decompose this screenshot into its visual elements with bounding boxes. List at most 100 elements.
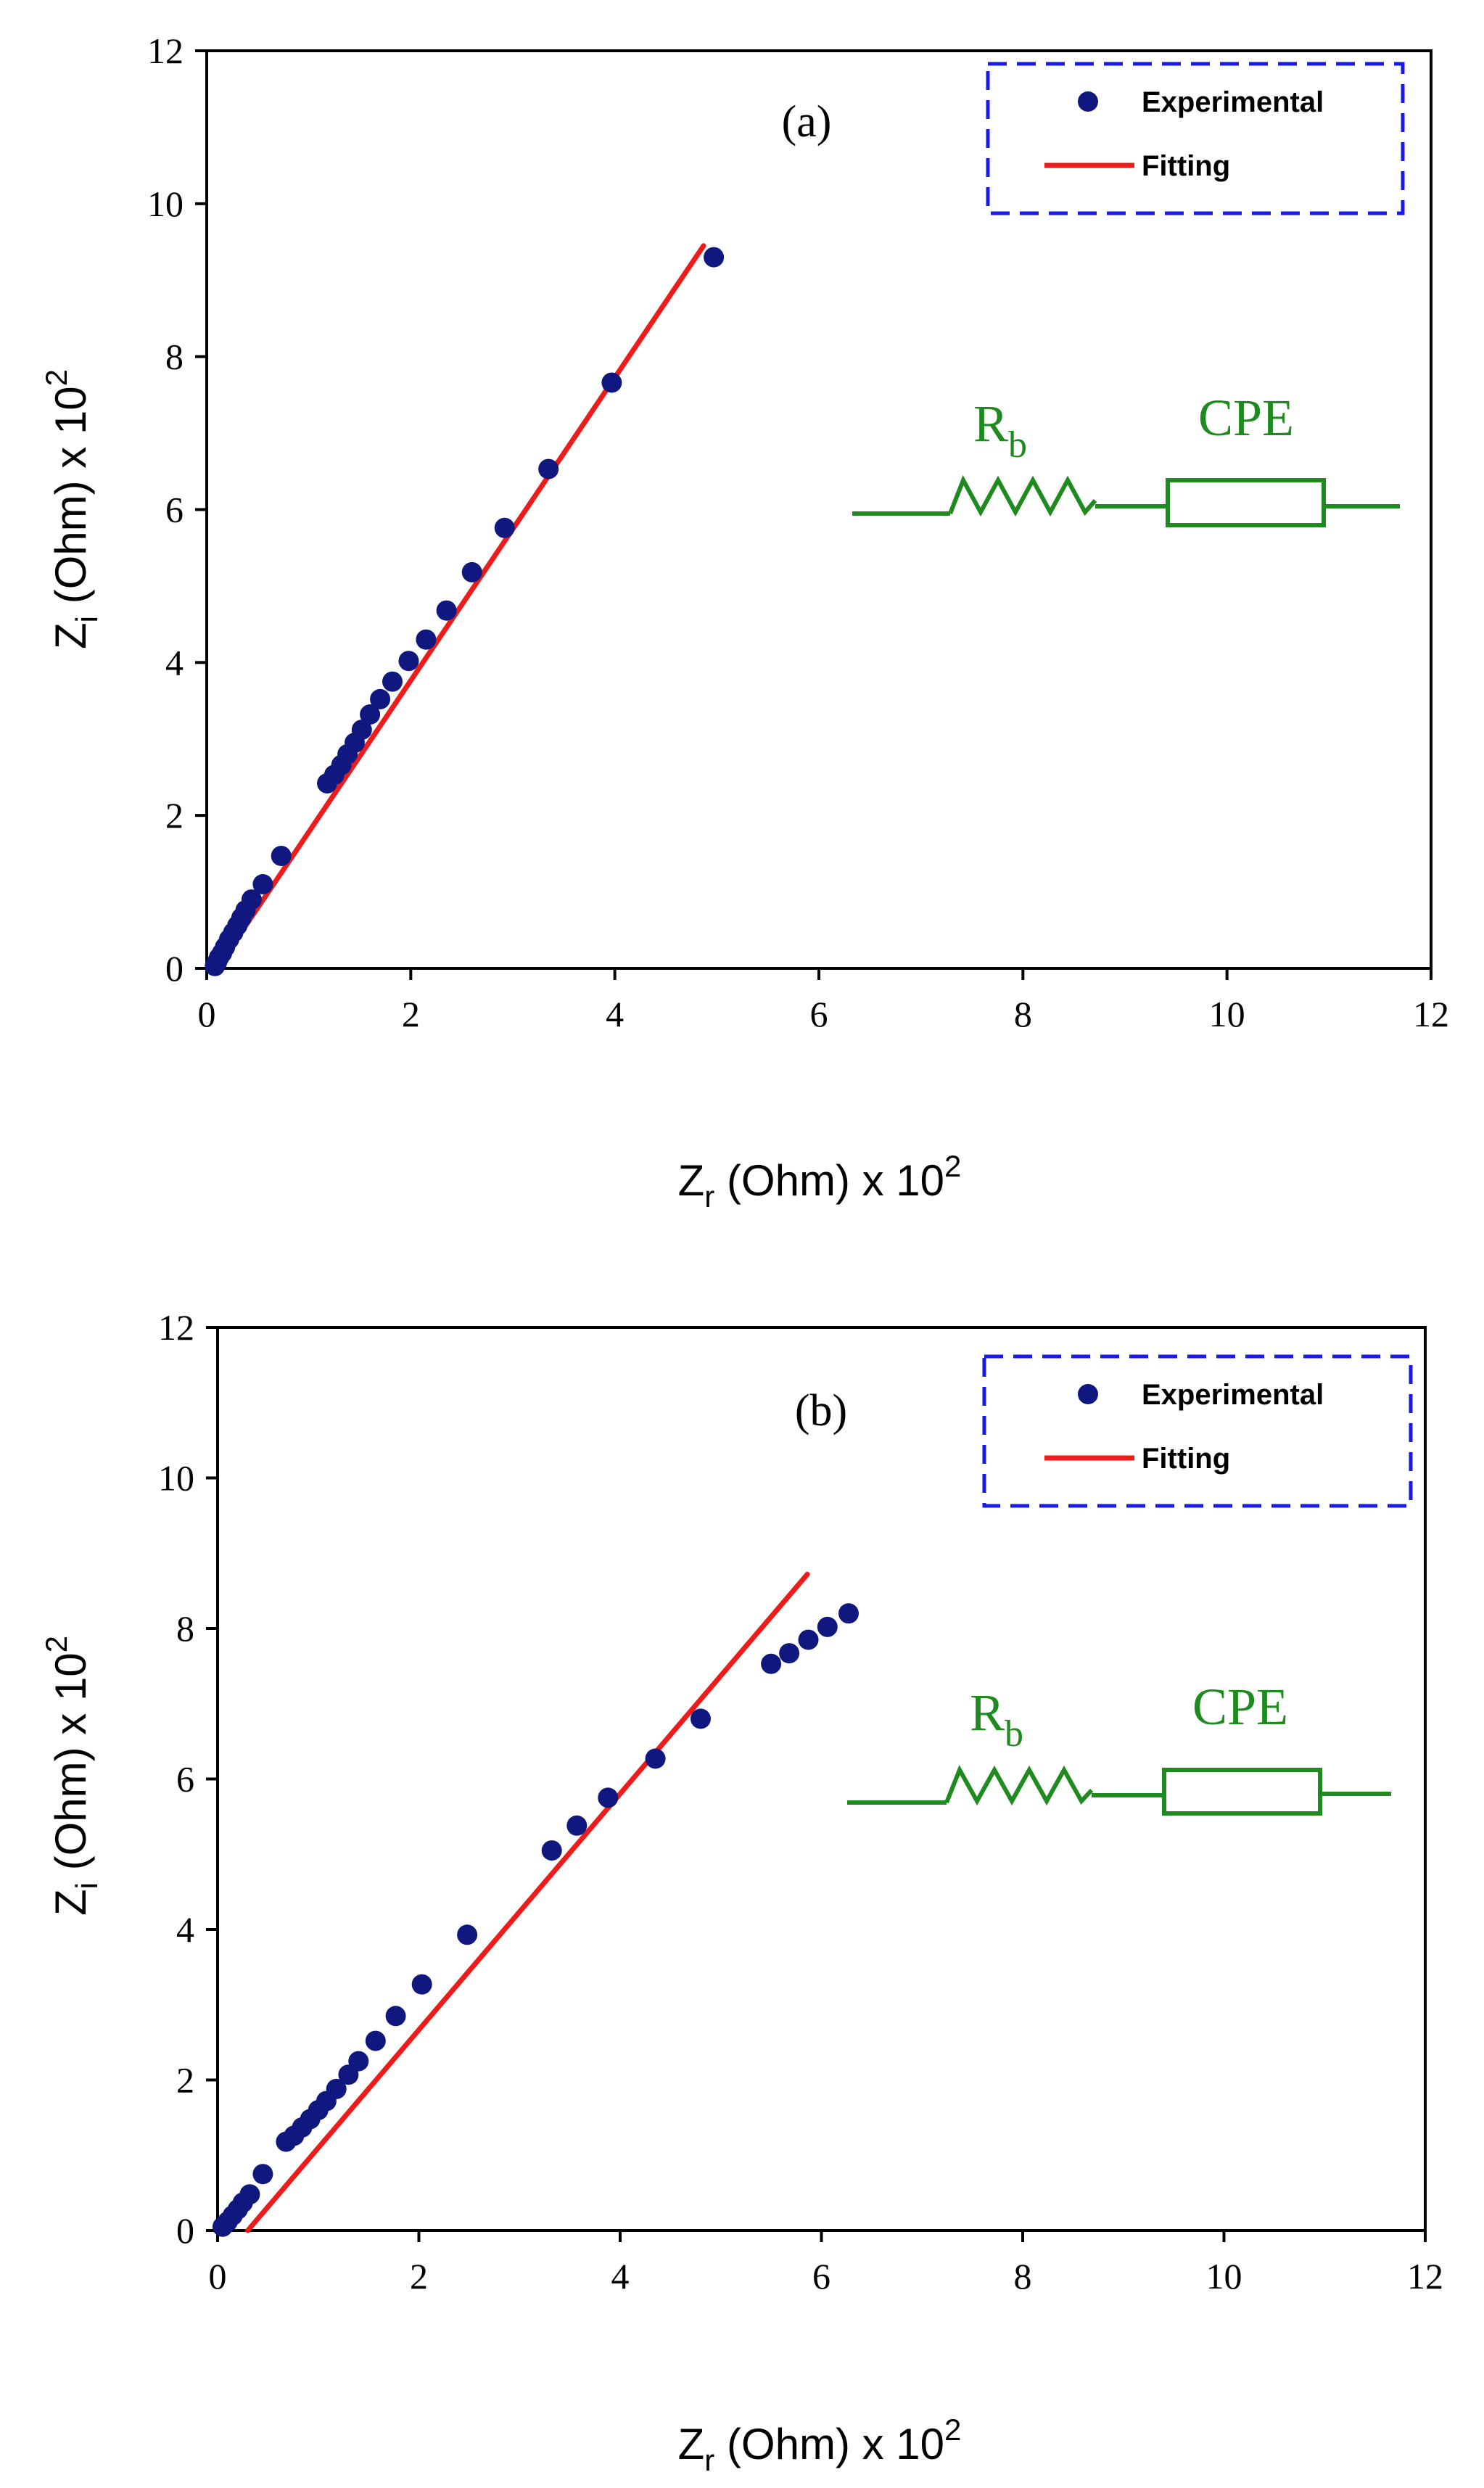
legend-experimental-label: Experimental [1142, 1379, 1324, 1411]
x-tick-label: 6 [812, 2256, 830, 2297]
data-point [271, 846, 292, 866]
data-point [370, 688, 391, 709]
data-point [457, 1924, 478, 1945]
data-point [436, 600, 457, 621]
x-tick-label: 6 [810, 994, 828, 1034]
data-point [241, 889, 262, 910]
legend-box [986, 62, 1405, 215]
data-point [779, 1643, 800, 1664]
equivalent-circuit [852, 474, 1400, 527]
y-tick-label: 2 [176, 2060, 194, 2101]
data-point [761, 1653, 782, 1674]
y-axis-title: Zi (Ohm) x 102 [39, 1636, 104, 1916]
y-tick-label: 12 [147, 30, 184, 71]
y-tick-label: 2 [165, 795, 184, 836]
x-axis-title: Zr (Ohm) x 102 [678, 1149, 962, 1214]
data-point [691, 1708, 711, 1729]
data-point [411, 1974, 432, 1995]
chart-panel-b: 0 2 4 6 8 10 12 0 2 4 6 8 10 12 (b) Experimental Fit… [39, 1307, 1443, 2477]
y-tick-label: 0 [165, 948, 184, 989]
data-point [798, 1629, 819, 1650]
y-tick-label: 4 [176, 1909, 194, 1950]
plot-frame [216, 1326, 1427, 2232]
plot-frame [205, 49, 1433, 970]
y-tick-label: 6 [176, 1759, 194, 1800]
y-tick-label: 10 [147, 184, 184, 224]
y-tick-label: 12 [158, 1307, 194, 1348]
data-point [598, 1787, 619, 1808]
y-tick-label: 8 [176, 1608, 194, 1649]
data-point [601, 372, 622, 393]
x-tick-label: 0 [209, 2256, 227, 2297]
resistor-zigzag-icon [944, 1765, 1094, 1806]
data-point [398, 651, 419, 672]
data-point [385, 2006, 406, 2027]
data-point [704, 247, 725, 268]
chart-panel-a: 0 2 4 6 8 10 12 0 2 4 6 8 10 12 (a) Experimental Fit… [39, 30, 1449, 1214]
y-tick-label: 10 [158, 1458, 194, 1499]
panel-label: (a) [782, 97, 832, 147]
legend: Experimental Fitting [982, 1354, 1413, 1508]
data-point [494, 517, 515, 538]
x-tick-label: 8 [1014, 2256, 1032, 2297]
x-tick-label: 10 [1206, 2256, 1242, 2297]
data-point [838, 1603, 859, 1624]
x-tick-label: 2 [402, 994, 420, 1034]
x-tick-label: 12 [1413, 994, 1449, 1034]
data-point [461, 561, 482, 582]
fitting-line [214, 243, 706, 971]
data-point [252, 2164, 273, 2185]
legend-box [982, 1354, 1413, 1508]
legend-fitting-label: Fitting [1142, 1443, 1230, 1475]
data-point [416, 629, 437, 650]
cpe-element-icon [1166, 478, 1326, 527]
legend-fitting-label: Fitting [1142, 150, 1230, 182]
data-point [326, 2078, 347, 2099]
cpe-label: CPE [1198, 389, 1294, 447]
data-point [382, 671, 403, 692]
resistor-label: Rb [970, 1684, 1023, 1755]
x-tick-label: 12 [1407, 2256, 1443, 2297]
data-point [566, 1815, 588, 1836]
y-tick-label: 8 [165, 337, 184, 377]
experimental-series [212, 1603, 859, 2237]
fitting-series [214, 243, 706, 971]
x-axis-title: Zr (Ohm) x 102 [678, 2413, 962, 2477]
data-point [351, 720, 372, 741]
x-tick-label: 0 [198, 994, 216, 1034]
resistor-zigzag-icon [948, 474, 1097, 517]
y-tick-label: 0 [176, 2210, 194, 2251]
data-point [239, 2184, 260, 2205]
equivalent-circuit [847, 1765, 1391, 1816]
experimental-series [205, 247, 725, 976]
legend: Experimental Fitting [986, 62, 1405, 215]
fitting-series [245, 1571, 810, 2233]
data-point [541, 1840, 562, 1861]
y-axis-title: Zi (Ohm) x 102 [39, 369, 104, 649]
resistor-label: Rb [973, 395, 1027, 466]
legend-experimental-label: Experimental [1142, 86, 1324, 118]
data-point [365, 2030, 386, 2051]
x-tick-label: 10 [1209, 994, 1245, 1034]
data-point [360, 704, 381, 725]
fitting-line [245, 1571, 810, 2233]
legend-experimental-marker [1078, 91, 1098, 112]
x-tick-label: 8 [1014, 994, 1032, 1034]
y-tick-label: 4 [165, 642, 184, 683]
cpe-label: CPE [1192, 1678, 1288, 1736]
x-tick-label: 2 [410, 2256, 428, 2297]
panel-label: (b) [795, 1386, 847, 1435]
y-axis-ticks: 0 2 4 6 8 10 12 [158, 1307, 218, 2251]
data-point [348, 2051, 369, 2072]
y-axis-ticks: 0 2 4 6 8 10 12 [147, 30, 207, 989]
data-point [817, 1616, 838, 1637]
x-axis-ticks: 0 2 4 6 8 10 12 [209, 2230, 1443, 2297]
cpe-element-icon [1162, 1768, 1322, 1816]
data-point [645, 1748, 666, 1769]
x-tick-label: 4 [611, 2256, 630, 2297]
x-axis-ticks: 0 2 4 6 8 10 12 [198, 968, 1449, 1034]
data-point [252, 874, 273, 894]
y-tick-label: 6 [165, 490, 184, 530]
x-tick-label: 4 [606, 994, 624, 1034]
